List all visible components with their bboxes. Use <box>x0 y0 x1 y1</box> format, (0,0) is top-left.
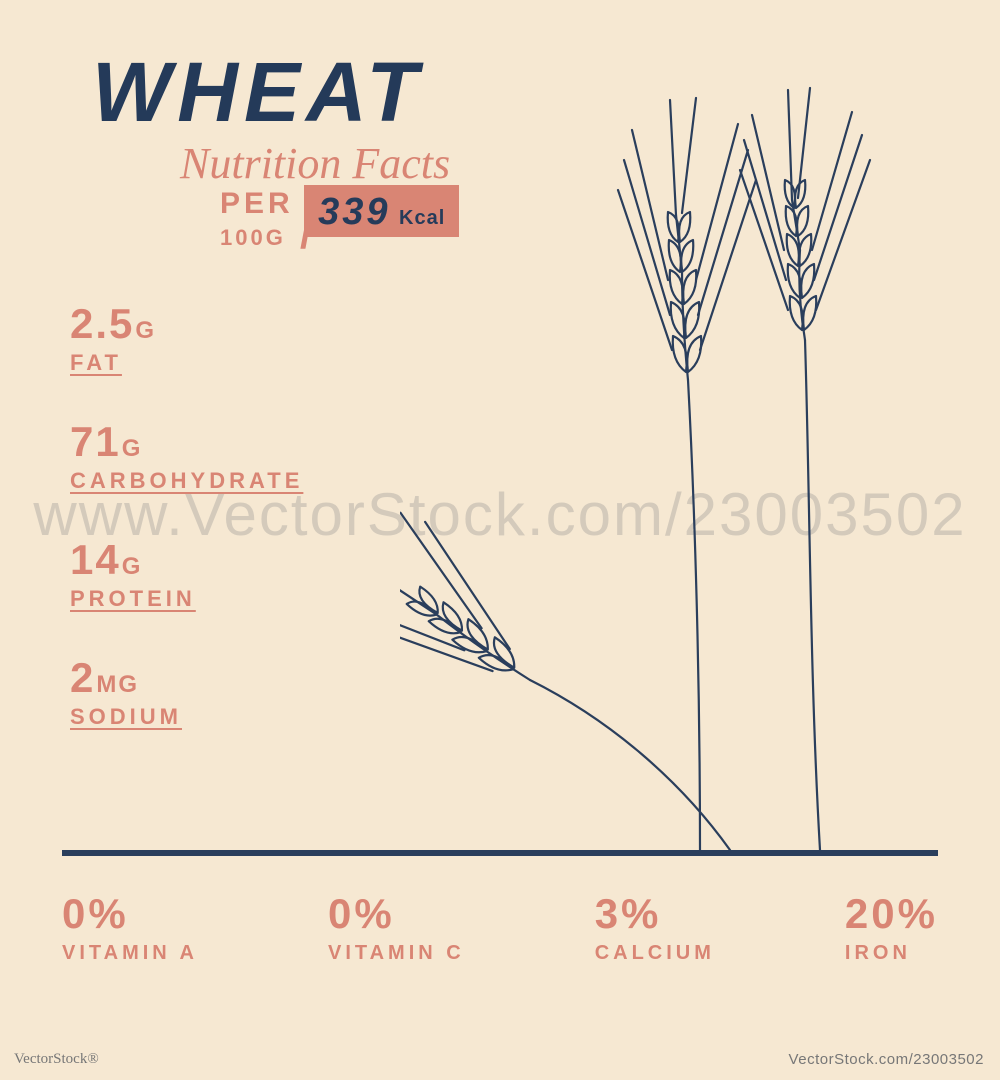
nutrient-unit: G <box>135 317 156 344</box>
divider-line <box>62 850 938 856</box>
bottom-row: 0% VITAMIN A 0% VITAMIN C 3% CALCIUM 20%… <box>62 890 938 965</box>
bottom-label: VITAMIN C <box>328 942 465 965</box>
bottom-calcium: 3% CALCIUM <box>595 890 715 965</box>
nutrient-list: 2.5G FAT 71G CARBOHYDRATE 14G PROTEIN 2M… <box>70 300 303 772</box>
serving-amount: 100G <box>220 225 286 251</box>
bottom-value: 3% <box>595 890 715 938</box>
nutrient-fat: 2.5G FAT <box>70 300 303 376</box>
nutrient-label: CARBOHYDRATE <box>70 468 303 494</box>
nutrient-sodium: 2MG SODIUM <box>70 654 303 730</box>
nutrient-value: 2 <box>70 654 95 701</box>
serving-slash: / <box>300 210 312 258</box>
bottom-vitamin-a: 0% VITAMIN A <box>62 890 198 965</box>
footer-brand: VectorStock® <box>14 1051 99 1068</box>
bottom-value: 0% <box>328 890 465 938</box>
nutrient-label: PROTEIN <box>70 586 303 612</box>
footer-url: VectorStock.com/23003502 <box>789 1051 984 1068</box>
serving-per-label: PER <box>220 187 294 221</box>
bottom-iron: 20% IRON <box>845 890 938 965</box>
bottom-vitamin-c: 0% VITAMIN C <box>328 890 465 965</box>
bottom-label: IRON <box>845 942 938 965</box>
nutrient-carbohydrate: 71G CARBOHYDRATE <box>70 418 303 494</box>
bottom-value: 20% <box>845 890 938 938</box>
nutrient-value: 71 <box>70 418 121 465</box>
infographic-canvas: www.VectorStock.com/23003502 WHEAT Nutri… <box>0 0 1000 1080</box>
bottom-label: VITAMIN A <box>62 942 198 965</box>
wheat-illustration-icon <box>400 80 960 860</box>
nutrient-unit: MG <box>96 671 139 698</box>
nutrient-label: FAT <box>70 350 303 376</box>
title: WHEAT <box>92 50 424 134</box>
nutrient-value: 14 <box>70 536 121 583</box>
nutrient-protein: 14G PROTEIN <box>70 536 303 612</box>
nutrient-value: 2.5 <box>70 300 134 347</box>
kcal-value: 339 <box>318 191 390 233</box>
nutrient-unit: G <box>122 553 143 580</box>
nutrient-label: SODIUM <box>70 704 303 730</box>
bottom-value: 0% <box>62 890 198 938</box>
nutrient-unit: G <box>122 435 143 462</box>
bottom-label: CALCIUM <box>595 942 715 965</box>
